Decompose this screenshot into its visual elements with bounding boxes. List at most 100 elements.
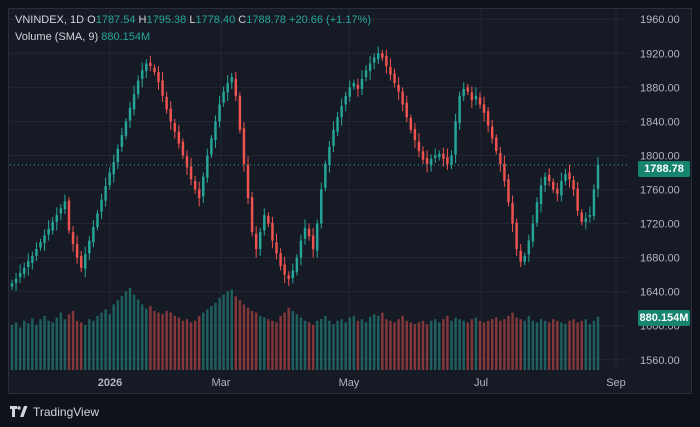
candle-body [340,106,343,118]
volume-bar [401,315,404,370]
y-tick-label: 1920.00 [640,48,680,60]
y-tick-label: 1560.00 [640,355,680,367]
ohlc-legend: VNINDEX, 1D O1787.54 H1795.38 L1778.40 C… [15,14,371,26]
candle-body [352,83,356,87]
candle-body [547,175,551,181]
close-value: 1788.78 [246,14,286,26]
y-tick-label: 1960.00 [640,14,680,26]
volume-bar [242,304,246,370]
candle-body [336,117,339,132]
candle-body [596,164,600,189]
volume-bar [474,317,478,370]
candle-body [181,141,185,156]
candle-body [539,185,543,204]
volume-bar [332,324,335,370]
volume-bar [18,327,22,370]
y-tick-label: 1840.00 [640,116,680,128]
volume-bar [254,312,258,370]
volume-bar [527,315,531,370]
volume-bar [311,324,315,370]
volume-bar [226,291,229,370]
candle-body [291,270,295,279]
candle-body [486,111,490,126]
volume-bar [132,294,136,370]
x-axis[interactable]: 2026 Mar May Jul Sep [98,377,626,389]
volume-bar [14,322,18,370]
candle-body [303,227,307,239]
volume-bar [116,300,120,370]
volume-bar [360,319,364,370]
candle-body [27,261,30,267]
candle-body [324,163,327,188]
branding[interactable]: TradingView [10,403,99,421]
volume-bar [507,315,510,370]
candle-body [250,197,254,233]
volume-bar [429,320,433,370]
candle-body [218,104,221,122]
volume-bar [425,324,429,370]
candle-body [356,84,360,90]
volume-bar [263,317,266,370]
candle-body [421,151,425,160]
volume-legend: Volume (SMA, 9) 880.154M [15,31,150,43]
candle-body [157,72,160,83]
candle-body [165,96,168,110]
volume-bar [104,309,107,370]
candle-body [128,107,132,121]
candle-body [92,226,95,243]
candle-body [88,240,91,254]
candle-body [523,255,526,262]
candle-body [234,78,238,96]
candle-body [503,163,506,181]
candle-body [413,129,417,141]
candle-body [438,153,441,158]
candle-body [389,66,392,75]
volume-bar [279,315,282,370]
volume-bar [96,315,99,370]
volume-bar [478,320,482,370]
volume-bar [206,309,209,370]
candle-body [116,148,120,163]
volume-bar [482,322,486,370]
volume-bar [340,319,343,370]
volume-bar [193,320,197,370]
x-tick-label: Mar [212,377,231,389]
volume-bar [450,320,453,370]
volume-bar [124,291,128,370]
y-tick-label: 1760.00 [640,185,680,197]
volume-bar [35,324,38,370]
volume-value: 880.154M [101,31,151,43]
candle-body [75,243,79,258]
candle-body [267,215,270,224]
volume-bar [568,320,571,370]
candle-body [560,180,563,196]
volume-bar [169,312,172,370]
volume-bar [421,320,425,370]
high-label: H [138,14,147,26]
volume-bar [405,320,408,370]
candle-body [470,92,474,101]
last-price-tag: 1788.78 [638,161,690,177]
candle-body [507,179,510,203]
candle-body [462,89,465,96]
volume-bar [108,314,111,370]
candle-body [315,223,319,251]
volume-bar [417,322,421,370]
candle-body [287,275,290,279]
candle-body [409,117,413,130]
candle-body [466,87,469,92]
volume-bar [328,320,331,370]
volume-bar [580,320,583,370]
candle-body [401,91,404,105]
tradingview-logo-text: TradingView [33,405,100,419]
volume-bar [490,319,494,370]
candle-body [364,70,368,78]
volume-bar [307,322,311,370]
volume-bar [222,294,225,370]
volume-bar [499,320,502,370]
candle-body [43,235,46,244]
volume-bar [364,322,368,370]
candle-body [429,158,433,165]
